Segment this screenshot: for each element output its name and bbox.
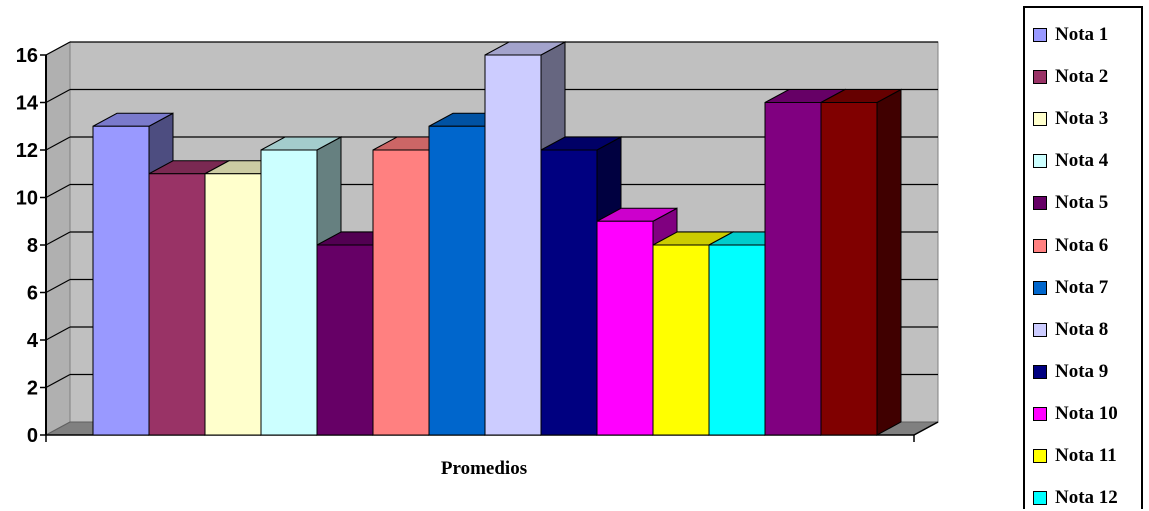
legend-swatch xyxy=(1033,406,1047,421)
legend-item: Nota 9 xyxy=(1033,359,1108,385)
bar-front xyxy=(92,125,150,436)
legend-swatch xyxy=(1033,449,1047,463)
legend-label: Nota 7 xyxy=(1055,276,1109,298)
legend-item: Nota 7 xyxy=(1033,275,1108,301)
legend-swatch xyxy=(1033,28,1047,42)
legend-swatch xyxy=(1033,322,1047,337)
y-tick-label: 16 xyxy=(16,45,38,67)
y-tick-label: 0 xyxy=(27,425,38,447)
legend-swatch xyxy=(1033,196,1047,211)
legend-label: Nota 12 xyxy=(1055,487,1118,509)
legend-item: Nota 2 xyxy=(1033,64,1108,90)
legend-label: Nota 1 xyxy=(1055,24,1109,45)
legend-swatch xyxy=(1033,491,1047,506)
bar-front xyxy=(316,244,374,436)
y-tick-label: 10 xyxy=(16,188,38,210)
y-tick-label: 2 xyxy=(27,378,38,400)
gridline-side xyxy=(45,326,71,341)
bar-side xyxy=(876,88,902,436)
y-tick-label: 14 xyxy=(16,93,39,115)
legend-item: Nota 8 xyxy=(1033,317,1108,343)
bar-front xyxy=(708,244,766,436)
y-tick-label: 8 xyxy=(27,235,38,257)
x-category-label: Promedios xyxy=(441,458,527,479)
legend-item: Nota 3 xyxy=(1033,106,1108,132)
gridline-side xyxy=(45,231,71,246)
legend-item: Nota 6 xyxy=(1033,233,1108,259)
legend-item: Nota 10 xyxy=(1033,401,1118,427)
gridline-side xyxy=(45,88,71,104)
legend-item: Nota 12 xyxy=(1033,485,1118,511)
gridline-side xyxy=(45,136,71,151)
legend-label: Nota 2 xyxy=(1055,66,1109,88)
legend-label: Nota 3 xyxy=(1055,108,1109,130)
legend-label: Nota 10 xyxy=(1055,402,1118,424)
bar xyxy=(820,88,902,436)
bar-front xyxy=(428,125,486,436)
x-axis-line-depth xyxy=(913,421,939,436)
bar-chart: 0 2 4 6 8 10 12 14 16 Promedios xyxy=(16,41,939,479)
y-tick-label: 6 xyxy=(27,283,38,305)
legend-item: Nota 1 xyxy=(1033,22,1108,48)
legend-item: Nota 11 xyxy=(1033,443,1117,469)
bar-front xyxy=(372,149,430,436)
legend-item: Nota 5 xyxy=(1033,190,1108,216)
y-tick-label: 12 xyxy=(16,140,38,162)
legend-swatch xyxy=(1033,70,1047,85)
gridline-side xyxy=(45,278,71,294)
legend-item: Nota 4 xyxy=(1033,148,1108,174)
bar-front xyxy=(484,54,542,436)
legend-label: Nota 6 xyxy=(1055,234,1109,256)
bar-front xyxy=(596,220,654,436)
gridline-side xyxy=(45,41,71,56)
legend-label: Nota 11 xyxy=(1055,445,1117,466)
bar-front xyxy=(204,173,262,436)
legend-label: Nota 4 xyxy=(1055,150,1109,172)
legend-swatch xyxy=(1033,364,1047,379)
bar-front xyxy=(652,244,710,436)
legend-label: Nota 5 xyxy=(1055,192,1109,214)
legend-swatch xyxy=(1033,112,1047,127)
legend-swatch xyxy=(1033,280,1047,295)
legend-swatch xyxy=(1033,154,1047,169)
legend-label: Nota 8 xyxy=(1055,318,1109,340)
gridline-side xyxy=(45,183,71,199)
legend: Nota 1 Nota 2 Nota 3 Nota 4 Nota 5 Nota 6 Nota… xyxy=(1023,6,1143,509)
bar-front xyxy=(764,102,822,436)
bar-front xyxy=(260,149,318,436)
bar-front xyxy=(820,102,878,436)
bar-front xyxy=(540,149,598,436)
y-tick-label: 4 xyxy=(27,330,39,352)
legend-label: Nota 9 xyxy=(1055,360,1109,382)
bar-front xyxy=(148,173,206,436)
legend-swatch xyxy=(1033,238,1047,253)
gridline-side xyxy=(45,373,71,389)
